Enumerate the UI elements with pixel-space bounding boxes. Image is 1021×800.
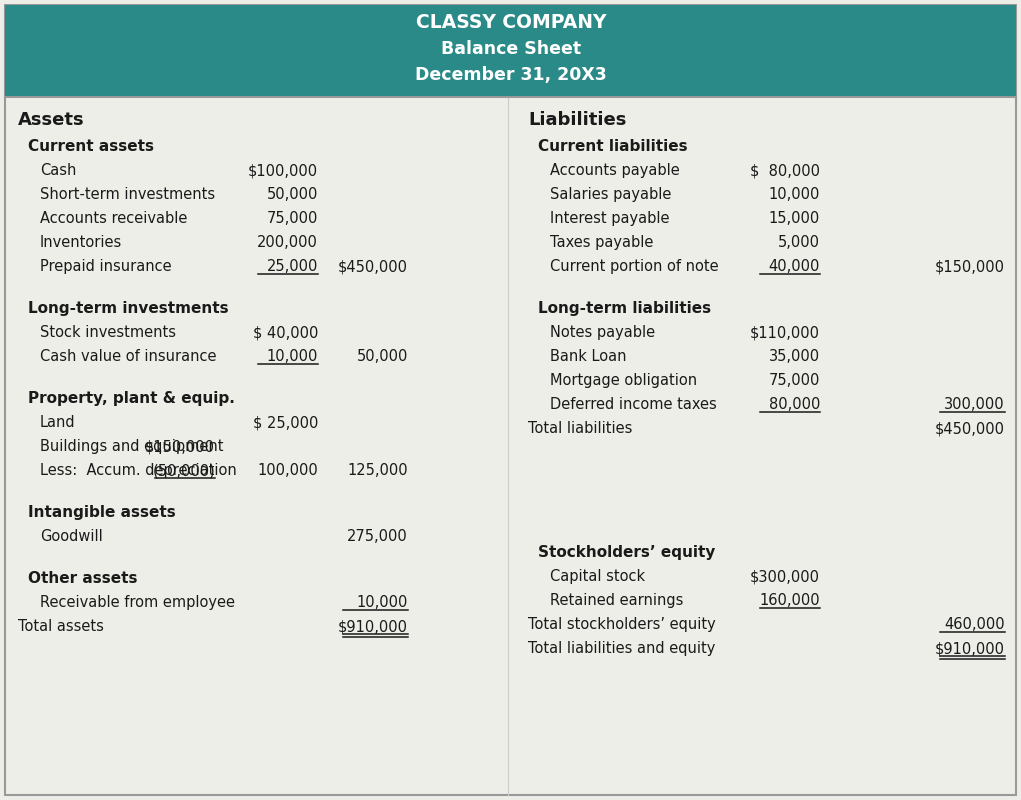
Bar: [5, 5, 1016, 97]
Text: Accounts payable: Accounts payable: [550, 163, 680, 178]
Text: Less:  Accum. depreciation: Less: Accum. depreciation: [40, 463, 237, 478]
Text: 80,000: 80,000: [769, 397, 820, 412]
Text: Interest payable: Interest payable: [550, 211, 670, 226]
Text: $450,000: $450,000: [935, 421, 1005, 436]
Text: 275,000: 275,000: [347, 529, 408, 544]
Text: $ 25,000: $ 25,000: [252, 415, 318, 430]
Text: Liabilities: Liabilities: [528, 111, 626, 129]
Text: 125,000: 125,000: [347, 463, 408, 478]
Text: Assets: Assets: [18, 111, 85, 129]
Text: $100,000: $100,000: [248, 163, 318, 178]
Text: $910,000: $910,000: [935, 641, 1005, 656]
Text: $450,000: $450,000: [338, 259, 408, 274]
Text: Current liabilities: Current liabilities: [538, 139, 687, 154]
Text: $ 40,000: $ 40,000: [252, 325, 318, 340]
Text: Long-term investments: Long-term investments: [28, 301, 229, 316]
Text: 15,000: 15,000: [769, 211, 820, 226]
Text: 300,000: 300,000: [944, 397, 1005, 412]
Text: Short-term investments: Short-term investments: [40, 187, 215, 202]
Text: Cash: Cash: [40, 163, 77, 178]
Text: Balance Sheet: Balance Sheet: [441, 40, 581, 58]
Text: Stockholders’ equity: Stockholders’ equity: [538, 545, 716, 560]
Text: Taxes payable: Taxes payable: [550, 235, 653, 250]
Text: 160,000: 160,000: [760, 593, 820, 608]
Text: Total liabilities: Total liabilities: [528, 421, 632, 436]
Text: Inventories: Inventories: [40, 235, 123, 250]
Text: CLASSY COMPANY: CLASSY COMPANY: [416, 13, 606, 31]
Text: Property, plant & equip.: Property, plant & equip.: [28, 391, 235, 406]
Text: Goodwill: Goodwill: [40, 529, 103, 544]
Text: Intangible assets: Intangible assets: [28, 505, 176, 520]
Text: 75,000: 75,000: [266, 211, 318, 226]
Text: Buildings and equipment: Buildings and equipment: [40, 439, 224, 454]
Text: Bank Loan: Bank Loan: [550, 349, 627, 364]
Text: $110,000: $110,000: [750, 325, 820, 340]
Text: Total liabilities and equity: Total liabilities and equity: [528, 641, 716, 656]
Text: 100,000: 100,000: [257, 463, 318, 478]
Text: $300,000: $300,000: [750, 569, 820, 584]
Text: $150,000: $150,000: [935, 259, 1005, 274]
Text: $150,000: $150,000: [145, 439, 215, 454]
Text: 50,000: 50,000: [266, 187, 318, 202]
Text: December 31, 20X3: December 31, 20X3: [416, 66, 606, 84]
Text: Current portion of note: Current portion of note: [550, 259, 719, 274]
Text: 35,000: 35,000: [769, 349, 820, 364]
Text: Salaries payable: Salaries payable: [550, 187, 672, 202]
Text: 10,000: 10,000: [769, 187, 820, 202]
Text: 25,000: 25,000: [266, 259, 318, 274]
Text: $  80,000: $ 80,000: [750, 163, 820, 178]
Text: Receivable from employee: Receivable from employee: [40, 595, 235, 610]
Text: 75,000: 75,000: [769, 373, 820, 388]
Text: 200,000: 200,000: [257, 235, 318, 250]
Text: $910,000: $910,000: [338, 619, 408, 634]
Text: Total stockholders’ equity: Total stockholders’ equity: [528, 617, 716, 632]
Text: 5,000: 5,000: [778, 235, 820, 250]
Text: Cash value of insurance: Cash value of insurance: [40, 349, 216, 364]
Text: Other assets: Other assets: [28, 571, 138, 586]
Text: Total assets: Total assets: [18, 619, 104, 634]
Text: Retained earnings: Retained earnings: [550, 593, 683, 608]
Text: Deferred income taxes: Deferred income taxes: [550, 397, 717, 412]
Text: Accounts receivable: Accounts receivable: [40, 211, 188, 226]
Text: 460,000: 460,000: [944, 617, 1005, 632]
Text: 40,000: 40,000: [769, 259, 820, 274]
Text: Land: Land: [40, 415, 76, 430]
Text: Capital stock: Capital stock: [550, 569, 645, 584]
Text: Current assets: Current assets: [28, 139, 154, 154]
Text: Notes payable: Notes payable: [550, 325, 655, 340]
Text: Long-term liabilities: Long-term liabilities: [538, 301, 711, 316]
Text: 10,000: 10,000: [356, 595, 408, 610]
Text: 50,000: 50,000: [356, 349, 408, 364]
Text: Prepaid insurance: Prepaid insurance: [40, 259, 172, 274]
Text: (50,000): (50,000): [152, 463, 215, 478]
Text: Stock investments: Stock investments: [40, 325, 176, 340]
Text: Mortgage obligation: Mortgage obligation: [550, 373, 697, 388]
Text: 10,000: 10,000: [266, 349, 318, 364]
